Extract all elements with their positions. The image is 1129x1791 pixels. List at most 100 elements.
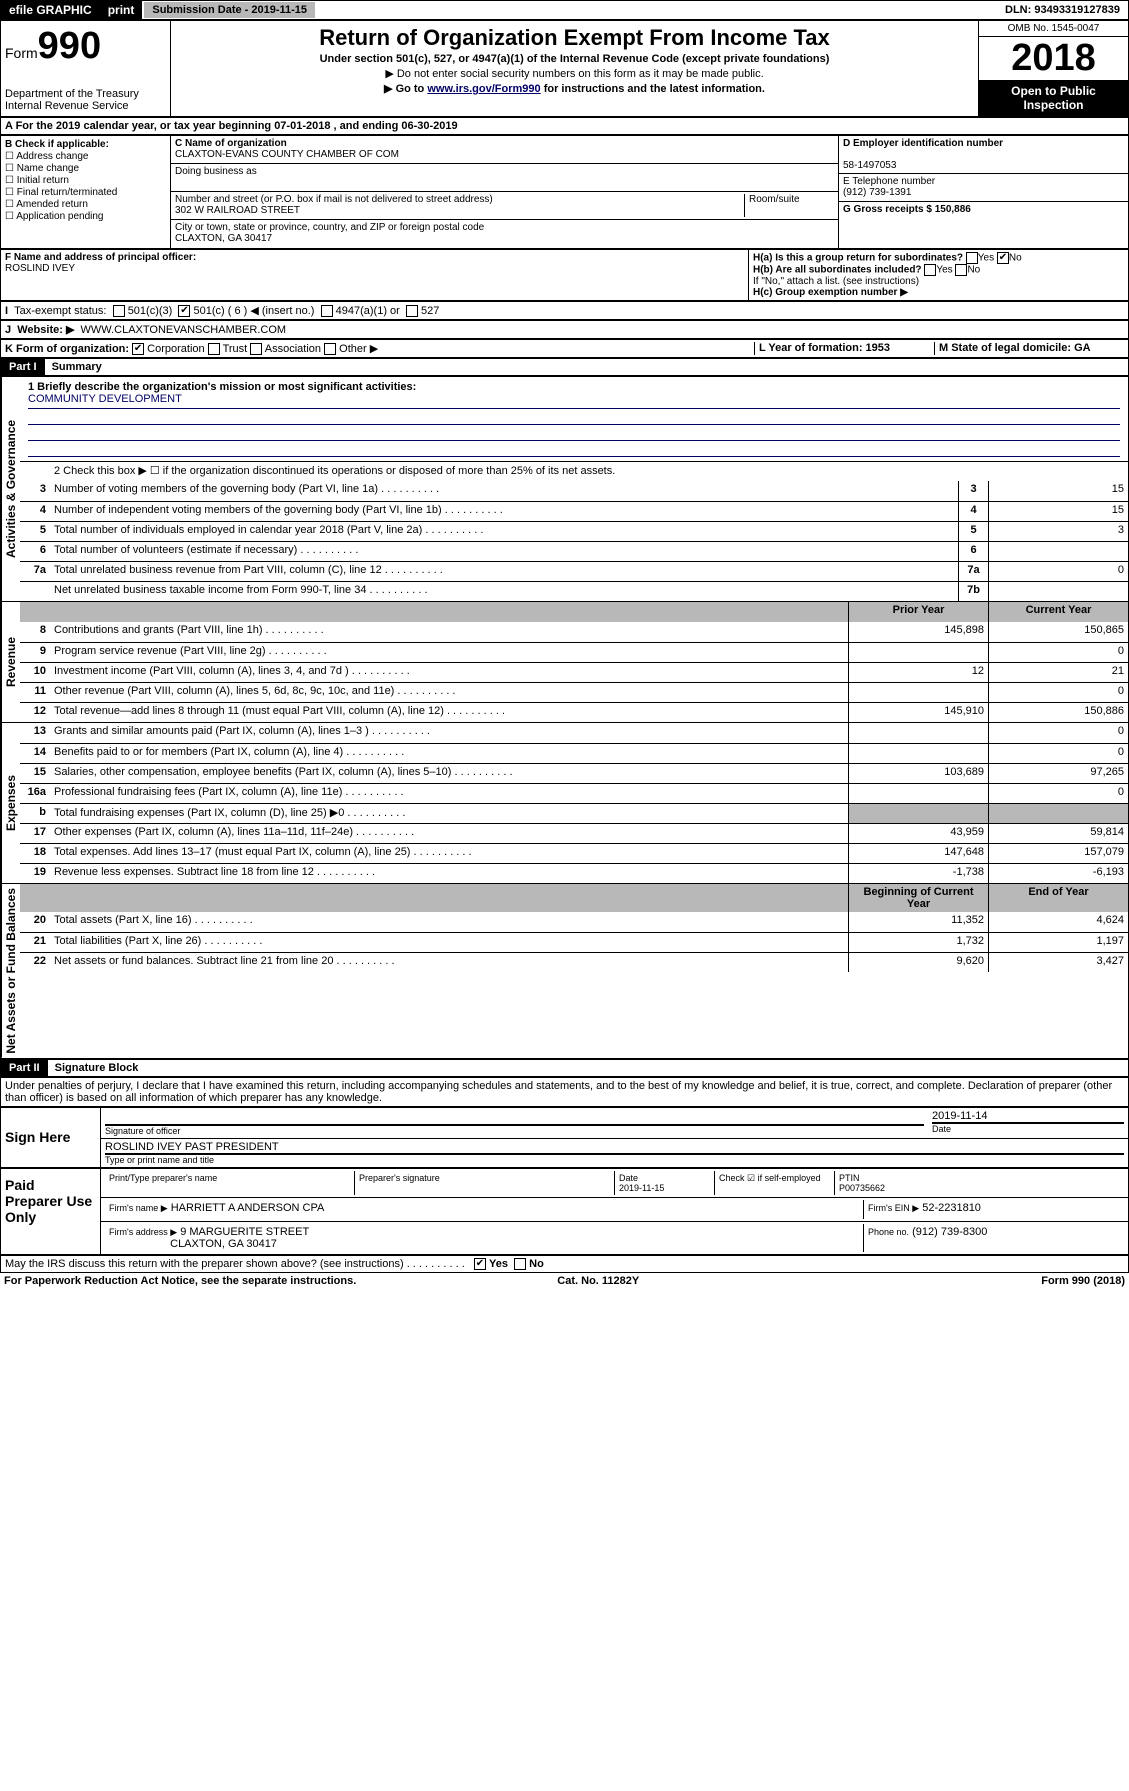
discuss-row: May the IRS discuss this return with the… [0, 1255, 1129, 1273]
summary-row: bTotal fundraising expenses (Part IX, co… [20, 803, 1128, 823]
tel-label: E Telephone number [843, 176, 1124, 187]
row-a-taxyear: A For the 2019 calendar year, or tax yea… [0, 117, 1129, 135]
chk-501c3[interactable] [113, 305, 125, 317]
sign-here-label: Sign Here [1, 1108, 101, 1167]
chk-other[interactable] [324, 343, 336, 355]
ha-label: H(a) Is this a group return for subordin… [753, 253, 963, 264]
row-klm: K Form of organization: Corporation Trus… [0, 339, 1129, 358]
sig-officer-label: Signature of officer [105, 1124, 924, 1136]
note-goto-post: for instructions and the latest informat… [541, 83, 765, 95]
summary-row: 11Other revenue (Part VIII, column (A), … [20, 682, 1128, 702]
firm-name: HARRIETT A ANDERSON CPA [171, 1202, 325, 1214]
paid-preparer-label: Paid Preparer Use Only [1, 1169, 101, 1254]
summary-table: Activities & Governance 1 Briefly descri… [0, 376, 1129, 1059]
print-button[interactable]: print [100, 1, 143, 19]
summary-row: 7aTotal unrelated business revenue from … [20, 561, 1128, 581]
ptin-value: P00735662 [839, 1183, 1120, 1193]
ein-value: 58-1497053 [843, 160, 1124, 171]
year-formation: L Year of formation: 1953 [754, 342, 934, 355]
instructions-link[interactable]: www.irs.gov/Form990 [427, 83, 540, 95]
form-label: Form [5, 45, 38, 61]
summary-row: 22Net assets or fund balances. Subtract … [20, 952, 1128, 972]
part1-title: Summary [48, 359, 106, 375]
part2-num: Part II [1, 1060, 48, 1076]
chk-4947[interactable] [321, 305, 333, 317]
chk-initial-return[interactable]: Initial return [5, 175, 166, 186]
mission-text: COMMUNITY DEVELOPMENT [28, 393, 1120, 409]
summary-row: 18Total expenses. Add lines 13–17 (must … [20, 843, 1128, 863]
part2-title: Signature Block [51, 1060, 143, 1076]
chk-application-pending[interactable]: Application pending [5, 211, 166, 222]
ha-no[interactable] [997, 252, 1009, 264]
summary-row: 13Grants and similar amounts paid (Part … [20, 723, 1128, 743]
paid-preparer-block: Paid Preparer Use Only Print/Type prepar… [0, 1168, 1129, 1255]
hc-label: H(c) Group exemption number ▶ [753, 287, 1124, 298]
summary-row: 6Total number of volunteers (estimate if… [20, 541, 1128, 561]
section-fh: F Name and address of principal officer:… [0, 249, 1129, 301]
officer-name: ROSLIND IVEY [5, 263, 744, 274]
officer-label: F Name and address of principal officer: [5, 252, 744, 263]
form-title: Return of Organization Exempt From Incom… [175, 25, 974, 51]
hdr-current: Current Year [988, 602, 1128, 622]
room-label: Room/suite [744, 194, 834, 217]
mission-blank3 [28, 441, 1120, 457]
part2-header: Part II Signature Block [0, 1059, 1129, 1077]
ha-yes[interactable] [966, 252, 978, 264]
chk-501c[interactable] [178, 305, 190, 317]
chk-association[interactable] [250, 343, 262, 355]
note-goto-pre: ▶ Go to [384, 83, 427, 95]
org-name-label: C Name of organization [175, 138, 834, 149]
chk-final-return[interactable]: Final return/terminated [5, 187, 166, 198]
mission-blank2 [28, 425, 1120, 441]
summary-row: Net unrelated business taxable income fr… [20, 581, 1128, 601]
hb-no[interactable] [955, 264, 967, 276]
hdr-beginning: Beginning of Current Year [848, 884, 988, 912]
self-employed-hdr: Check ☑ if self-employed [715, 1171, 835, 1195]
chk-trust[interactable] [208, 343, 220, 355]
chk-name-change[interactable]: Name change [5, 163, 166, 174]
side-revenue: Revenue [1, 602, 20, 722]
sig-date: 2019-11-14 [932, 1110, 1124, 1122]
summary-row: 16aProfessional fundraising fees (Part I… [20, 783, 1128, 803]
org-city: CLAXTON, GA 30417 [175, 233, 834, 244]
perjury-text: Under penalties of perjury, I declare th… [0, 1077, 1129, 1107]
form-ref: Form 990 (2018) [1041, 1275, 1125, 1287]
chk-527[interactable] [406, 305, 418, 317]
discuss-yes[interactable] [474, 1258, 486, 1270]
org-name: CLAXTON-EVANS COUNTY CHAMBER OF COM [175, 149, 834, 160]
summary-row: 10Investment income (Part VIII, column (… [20, 662, 1128, 682]
submission-date: Submission Date - 2019-11-15 [144, 2, 315, 18]
summary-row: 17Other expenses (Part IX, column (A), l… [20, 823, 1128, 843]
omb-number: OMB No. 1545-0047 [979, 21, 1128, 37]
side-activities: Activities & Governance [1, 377, 20, 601]
form-number: 990 [38, 25, 101, 67]
irs-label: Internal Revenue Service [5, 100, 166, 112]
discuss-no[interactable] [514, 1258, 526, 1270]
hb-label: H(b) Are all subordinates included? [753, 265, 922, 276]
summary-row: 15Salaries, other compensation, employee… [20, 763, 1128, 783]
dba-label: Doing business as [175, 166, 834, 177]
firm-phone: (912) 739-8300 [912, 1226, 987, 1238]
col-d: D Employer identification number58-14970… [838, 136, 1128, 248]
prep-sig-hdr: Preparer's signature [355, 1171, 615, 1195]
officer-print-name: ROSLIND IVEY PAST PRESIDENT [105, 1141, 1124, 1153]
chk-amended-return[interactable]: Amended return [5, 199, 166, 210]
summary-row: 19Revenue less expenses. Subtract line 1… [20, 863, 1128, 883]
website-value: WWW.CLAXTONEVANSCHAMBER.COM [81, 324, 287, 336]
chk-corporation[interactable] [132, 343, 144, 355]
page-footer: For Paperwork Reduction Act Notice, see … [0, 1273, 1129, 1289]
org-address: 302 W RAILROAD STREET [175, 205, 744, 216]
prep-date: 2019-11-15 [619, 1183, 710, 1193]
part1-header: Part I Summary [0, 358, 1129, 376]
top-bar: efile GRAPHIC print Submission Date - 20… [0, 0, 1129, 20]
firm-addr1: 9 MARGUERITE STREET [180, 1226, 309, 1238]
signature-block: Sign Here Signature of officer 2019-11-1… [0, 1107, 1129, 1168]
chk-address-change[interactable]: Address change [5, 151, 166, 162]
addr-label: Number and street (or P.O. box if mail i… [175, 194, 744, 205]
tel-value: (912) 739-1391 [843, 187, 1124, 198]
sig-date-label: Date [932, 1122, 1124, 1134]
side-expenses: Expenses [1, 723, 20, 883]
cat-no: Cat. No. 11282Y [557, 1275, 639, 1287]
pra-notice: For Paperwork Reduction Act Notice, see … [4, 1275, 356, 1287]
hb-yes[interactable] [924, 264, 936, 276]
